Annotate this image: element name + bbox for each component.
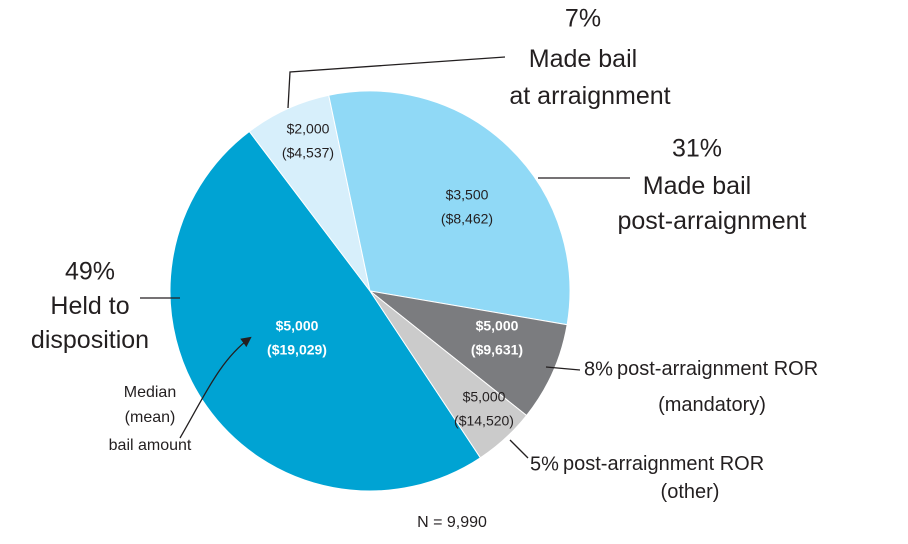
leader-line bbox=[545, 366, 581, 371]
slice-label: post-arraignment ROR (other) bbox=[563, 453, 764, 503]
median-label: $3,500 bbox=[446, 187, 489, 203]
pie-slice bbox=[369, 290, 568, 417]
mean-label: ($19,029) bbox=[267, 342, 327, 358]
mean-label: ($8,462) bbox=[441, 211, 493, 227]
slice-label: Made bail post-arraignment bbox=[618, 172, 807, 235]
slice-label: Made bail at arraignment bbox=[509, 45, 670, 110]
slice-label: Held to disposition bbox=[31, 292, 149, 354]
median-label: $5,000 bbox=[276, 318, 319, 334]
pie-slice bbox=[369, 290, 528, 459]
slice-percent: 49% bbox=[65, 258, 115, 286]
median-label: $2,000 bbox=[287, 121, 330, 137]
pie bbox=[169, 90, 571, 492]
mean-label: ($14,520) bbox=[454, 413, 514, 429]
pie-slice bbox=[169, 130, 482, 492]
median-label: $5,000 bbox=[476, 318, 519, 334]
annotation-arrow bbox=[179, 336, 252, 439]
leader-line bbox=[509, 439, 529, 459]
annotation: Median (mean) bail amount bbox=[109, 384, 192, 454]
slice-percent: 5% bbox=[530, 453, 559, 475]
median-label: $5,000 bbox=[463, 389, 506, 405]
mean-label: ($9,631) bbox=[471, 342, 523, 358]
slice-percent: 31% bbox=[672, 135, 722, 163]
mean-label: ($4,537) bbox=[282, 145, 334, 161]
pie-slice bbox=[328, 90, 571, 326]
leader-line bbox=[287, 56, 506, 109]
slice-label: post-arraignment ROR (mandatory) bbox=[617, 358, 818, 416]
slice-percent: 8% bbox=[584, 358, 613, 380]
slice-percent: 7% bbox=[565, 5, 601, 33]
footnote: N = 9,990 bbox=[417, 514, 487, 531]
